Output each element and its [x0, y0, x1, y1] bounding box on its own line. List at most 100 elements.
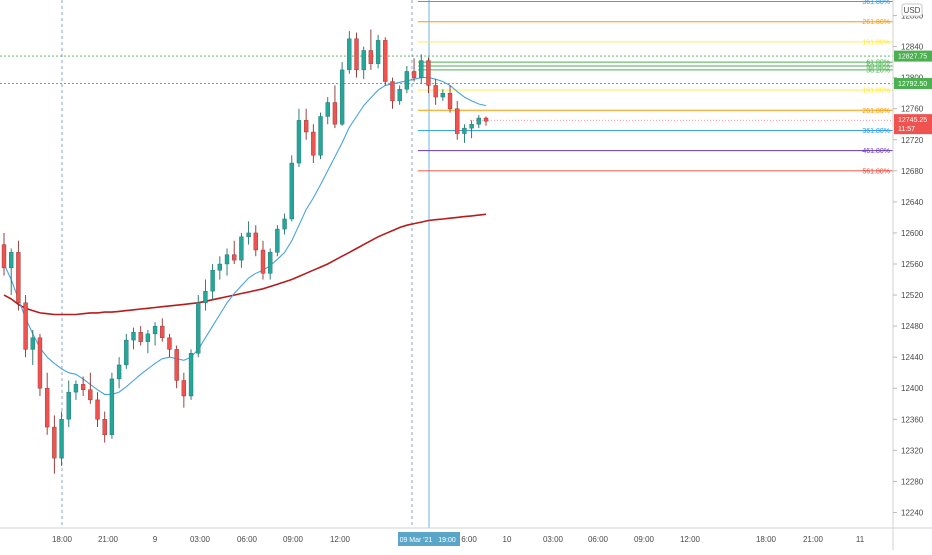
- grid-layer: [61, 0, 430, 528]
- candle-body: [275, 228, 280, 253]
- x-tick-label: 12:00: [680, 535, 701, 544]
- y-tick-label: 12720: [901, 136, 924, 145]
- candle-body: [483, 117, 489, 122]
- candle-body: [30, 337, 35, 350]
- y-tick-label: 12400: [901, 384, 924, 393]
- candle-body: [44, 388, 50, 428]
- fib-level-label: 161.80%: [862, 88, 890, 95]
- candle-body: [23, 302, 28, 350]
- fib-level-label: 50.00%: [866, 64, 890, 71]
- candle-body: [462, 127, 467, 134]
- fib-level-label: 461.80%: [862, 148, 890, 155]
- candle-body: [160, 325, 165, 338]
- currency-box[interactable]: USD: [901, 3, 923, 17]
- fib-level-label: 561.80%: [862, 168, 890, 175]
- candle-body: [59, 419, 64, 459]
- candle-body: [447, 92, 453, 109]
- x-tick-label: 03:00: [190, 535, 211, 544]
- fibonacci-layer[interactable]: 361.80% 261.80% 161.80% 61.80%50.00%38.20% 1…: [418, 0, 893, 175]
- candle-body: [1, 244, 7, 269]
- x-highlight-time: 19:00: [438, 537, 456, 544]
- x-tick-label: 21:00: [803, 535, 824, 544]
- candle-body: [455, 108, 460, 134]
- price-tag: [894, 114, 932, 135]
- x-tick-label: 12:00: [330, 535, 351, 544]
- fib-level-label: 161.80%: [862, 39, 890, 46]
- candle-body: [440, 92, 446, 98]
- price-tags-layer: 12827.75 12792.50 12745.25 11:57: [894, 50, 932, 135]
- candle-body: [210, 270, 215, 292]
- y-tick-label: 12680: [901, 167, 924, 176]
- candle-body: [174, 349, 179, 381]
- candle-body: [368, 50, 374, 64]
- x-tick-label: 11: [856, 535, 865, 544]
- price-tag-value: 12827.75: [898, 54, 927, 61]
- candle-body: [303, 120, 309, 133]
- candle-body: [390, 81, 395, 102]
- y-tick-label: 12840: [901, 43, 924, 52]
- candle-body: [239, 236, 244, 261]
- fib-level-label: 61.80%: [866, 60, 890, 67]
- price-tag: [894, 77, 932, 89]
- candle-body: [433, 85, 438, 98]
- x-tick-label: 03:00: [543, 535, 564, 544]
- candle-body: [138, 332, 143, 342]
- candle-body: [282, 218, 287, 230]
- candle-body: [181, 380, 187, 397]
- candle-body: [52, 426, 57, 459]
- x-tick-label: 21:00: [98, 535, 119, 544]
- candle-body: [9, 252, 14, 269]
- candle-body: [325, 102, 330, 117]
- moving-average-layer: [3, 77, 487, 395]
- candle-body: [116, 364, 122, 380]
- candle-body: [37, 337, 43, 389]
- candle-body: [196, 302, 201, 354]
- candle-body: [469, 124, 474, 129]
- candle-body: [203, 290, 208, 304]
- candle-body: [253, 232, 258, 251]
- price-tag: [894, 50, 932, 62]
- x-partial-label: 6:00: [461, 535, 477, 544]
- y-tick-label: 12560: [901, 260, 924, 269]
- candle-body: [80, 384, 86, 390]
- candle-body: [246, 232, 251, 238]
- x-tick-label: 06:00: [588, 535, 609, 544]
- fib-level-label: 361.80%: [862, 0, 890, 6]
- candle-body: [167, 337, 172, 350]
- fib-level-label: 261.80%: [862, 19, 890, 26]
- x-tick-label: 09:00: [283, 535, 304, 544]
- x-tick-label: 18:00: [756, 535, 777, 544]
- slow-moving-average-line: [3, 213, 487, 316]
- x-tick-label: 06:00: [237, 535, 258, 544]
- candle-body: [232, 254, 237, 261]
- candle-body: [347, 38, 352, 71]
- candle-body: [217, 263, 222, 271]
- candle-body: [188, 353, 194, 397]
- candle-body: [311, 131, 316, 156]
- candle-body: [268, 252, 273, 274]
- candles-layer: [1, 29, 489, 474]
- price-tag-value: 12745.25: [898, 117, 927, 124]
- candle-body: [332, 102, 338, 125]
- candle-body: [375, 40, 381, 64]
- candle-body: [426, 60, 431, 86]
- x-tick-label: 18:00: [52, 535, 73, 544]
- candle-body: [419, 60, 424, 78]
- candle-body: [95, 399, 100, 420]
- y-tick-label: 12520: [901, 291, 924, 300]
- candle-body: [383, 40, 388, 82]
- candle-body: [124, 339, 129, 366]
- candle-body: [289, 162, 294, 220]
- y-tick-label: 12360: [901, 415, 924, 424]
- candle-body: [224, 254, 230, 265]
- candle-body: [131, 332, 136, 341]
- candle-body: [102, 419, 107, 436]
- candle-body: [318, 116, 323, 156]
- candle-body: [411, 71, 417, 78]
- candle-body: [339, 69, 345, 125]
- y-tick-label: 12760: [901, 105, 924, 114]
- candle-body: [66, 391, 71, 420]
